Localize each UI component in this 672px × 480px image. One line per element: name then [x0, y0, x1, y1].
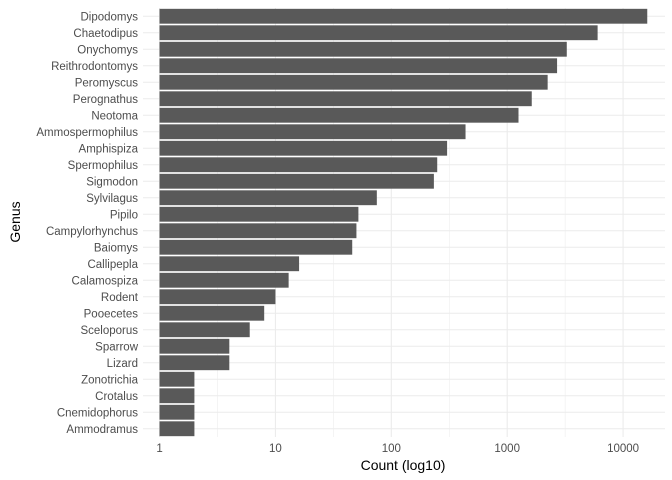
y-tick-label: Pipilo	[110, 209, 138, 221]
y-tick-label: Sparrow	[95, 341, 139, 353]
y-tick-label: Pooecetes	[84, 308, 139, 320]
x-tick-label: 1000	[494, 443, 520, 455]
bar-sparrow	[159, 338, 230, 354]
bar-sylvilagus	[159, 190, 377, 206]
y-tick-label: Sigmodon	[86, 176, 138, 188]
bar-sceloporus	[159, 322, 250, 338]
bar-peromyscus	[159, 74, 548, 90]
bar-reithrodontomys	[159, 58, 558, 74]
bar-pooecetes	[159, 305, 265, 321]
bar-pipilo	[159, 206, 359, 222]
y-tick-label: Peromyscus	[75, 77, 139, 89]
bar-ammodramus	[159, 421, 195, 437]
y-tick-label: Onychomys	[77, 44, 138, 56]
bar-chaetodipus	[159, 25, 598, 41]
y-tick-label: Dipodomys	[80, 11, 138, 23]
bar-callipepla	[159, 256, 300, 272]
bar-cnemidophorus	[159, 404, 195, 420]
bar-rodent	[159, 289, 276, 305]
y-tick-label: Reithrodontomys	[51, 61, 138, 73]
y-tick-label: Zonotrichia	[81, 374, 138, 386]
x-axis-title: Count (log10)	[361, 457, 446, 473]
y-axis-title: Genus	[7, 201, 23, 242]
bar-onychomys	[159, 41, 567, 57]
x-tick-label: 10	[269, 443, 282, 455]
y-tick-labels: Dipodomys Chaetodipus Onychomys Reithrodont…	[36, 11, 138, 436]
bar-amphispiza	[159, 140, 448, 156]
y-tick-label: Ammospermophilus	[36, 127, 138, 139]
bar-lizard	[159, 355, 230, 371]
y-tick-label: Baiomys	[94, 242, 138, 254]
y-tick-label: Amphispiza	[79, 143, 139, 155]
bars	[159, 8, 648, 437]
bar-ammospermophilus	[159, 124, 466, 140]
x-tick-labels: 1 10 100 1000 10000	[156, 443, 639, 455]
y-tick-label: Perognathus	[73, 94, 138, 106]
x-tick-label: 10000	[607, 443, 639, 455]
y-tick-label: Crotalus	[95, 391, 138, 403]
y-tick-label: Callipepla	[87, 259, 138, 271]
bar-crotalus	[159, 388, 195, 404]
bar-perognathus	[159, 91, 532, 107]
y-tick-label: Cnemidophorus	[57, 407, 138, 419]
y-tick-label: Sceloporus	[80, 325, 138, 337]
bar-dipodomys	[159, 8, 648, 24]
y-tick-label: Rodent	[101, 292, 139, 304]
y-tick-label: Ammodramus	[66, 424, 138, 436]
bar-neotoma	[159, 107, 519, 123]
y-tick-label: Spermophilus	[68, 160, 139, 172]
x-tick-label: 1	[156, 443, 162, 455]
y-tick-label: Lizard	[107, 358, 138, 370]
y-tick-label: Neotoma	[91, 110, 138, 122]
y-tick-label: Campylorhynchus	[46, 226, 138, 238]
y-tick-label: Sylvilagus	[86, 193, 138, 205]
x-tick-label: 100	[382, 443, 401, 455]
bar-calamospiza	[159, 272, 289, 288]
y-tick-label: Calamospiza	[72, 275, 139, 287]
bar-zonotrichia	[159, 371, 195, 387]
y-tick-label: Chaetodipus	[73, 28, 138, 40]
bar-baiomys	[159, 239, 353, 255]
bar-sigmodon	[159, 173, 434, 189]
bar-spermophilus	[159, 157, 438, 173]
bar-campylorhynchus	[159, 223, 357, 239]
